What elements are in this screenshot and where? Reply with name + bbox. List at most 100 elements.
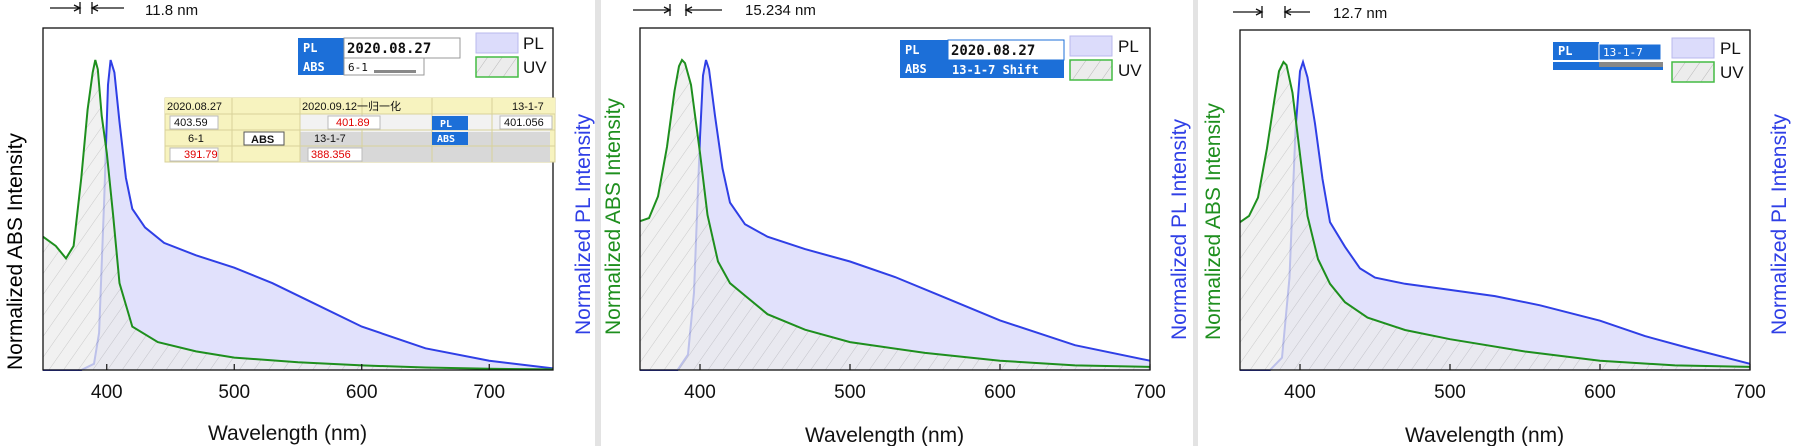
badge-tag	[298, 58, 344, 75]
badge-value: 13-1-7	[1603, 46, 1643, 59]
table-tag-label: PL	[440, 119, 452, 130]
badge-overlay: PL 13-1-7	[1553, 42, 1663, 70]
badge-value-box	[948, 60, 1064, 78]
x-axis-label: Wavelength (nm)	[805, 424, 964, 446]
y-axis-label-abs: Normalized ABS Intensity	[602, 98, 625, 335]
plot-frame	[1239, 29, 1751, 371]
legend-swatch-uv	[1069, 59, 1113, 81]
legend-swatch-uv	[475, 56, 519, 78]
x-tick-label: 400	[91, 382, 123, 403]
table-cell: 391.79	[184, 149, 218, 161]
value-table: 2020.08.27 2020.09.12一归一化 13-1-7 403.59 …	[164, 97, 556, 163]
badge-tag-label: PL	[1558, 44, 1572, 58]
table-cell: 2020.08.27	[167, 101, 222, 113]
badge-value: 13-1-7 Shift	[952, 63, 1039, 77]
legend-swatch-uv	[1671, 61, 1715, 83]
pl-area	[1240, 62, 1750, 370]
plot-frame	[42, 27, 554, 371]
shift-annotation	[1233, 6, 1310, 18]
shift-label: 12.7 nm	[1333, 5, 1387, 22]
legend-swatch-pl	[1671, 37, 1715, 59]
badge-value: 2020.08.27	[951, 43, 1035, 59]
badge-value-box	[1598, 43, 1662, 61]
pl-area	[43, 60, 553, 370]
uv-series-line	[1239, 60, 1751, 368]
legend: PL UV	[475, 32, 547, 78]
table-value-box	[499, 115, 553, 130]
x-axis-label: Wavelength (nm)	[1405, 424, 1564, 446]
uv-series-line	[639, 58, 1151, 368]
plot-area: 400 500 600 700	[639, 58, 1166, 403]
x-tick-label: 500	[218, 382, 250, 403]
badge-tag-label: ABS	[303, 60, 325, 74]
badge-tag	[298, 38, 344, 58]
chart-panel-3: 12.7 nm 400 500 600 700 Normalized PL Inten…	[1168, 5, 1791, 446]
legend: PL UV	[1069, 35, 1142, 81]
y-axis-label-abs: Normalized ABS Intensity	[4, 133, 27, 370]
x-tick-label: 700	[1134, 382, 1166, 403]
legend: PL UV	[1671, 37, 1744, 83]
table-header-row	[165, 98, 555, 114]
table-cell: 401.89	[336, 117, 370, 129]
badge-tag	[1553, 42, 1599, 60]
plot-frame	[639, 27, 1151, 371]
table-value-box	[243, 131, 285, 146]
badge-tag	[900, 60, 948, 78]
x-tick-label: 700	[473, 382, 505, 403]
x-axis-label: Wavelength (nm)	[208, 422, 367, 445]
badge-scroll	[1599, 62, 1663, 67]
table-cell: ABS	[251, 134, 274, 146]
table-tag-pl	[432, 116, 468, 130]
badge-scroll	[374, 70, 416, 73]
table-cell: 401.056	[504, 117, 544, 129]
x-tick-label: 600	[1584, 382, 1616, 403]
y-axis-label-abs: Normalized ABS Intensity	[1202, 103, 1225, 340]
table-tag-abs	[432, 132, 468, 145]
legend-label-pl: PL	[1720, 39, 1741, 58]
shift-annotation	[633, 4, 722, 16]
x-tick-label: 500	[834, 382, 866, 403]
table-value-box	[169, 147, 219, 162]
badge-overlay: PL 2020.08.27 ABS 13-1-7 Shift	[900, 39, 1065, 78]
legend-label-uv: UV	[523, 58, 547, 77]
legend-swatch-pl	[1069, 35, 1113, 57]
plot-area: 400 500 600 700	[1239, 58, 1766, 403]
badge-tag-label: PL	[303, 41, 317, 55]
badge-value: 2020.08.27	[347, 41, 431, 57]
chart-panel-2: 15.234 nm 400 500 600 700 Normalized PL Int…	[572, 2, 1166, 446]
chart-panel-1: 11.8 nm 400 500 600 700 Normalized ABS Inte…	[4, 2, 556, 445]
plot-area: 400 500 600 700	[42, 59, 554, 403]
x-tick-label: 400	[1284, 382, 1316, 403]
y-axis-label-pl-right: Normalized PL Intensity	[1768, 114, 1791, 335]
table-value-box	[169, 115, 219, 130]
table-cell: 403.59	[174, 117, 208, 129]
legend-label-pl: PL	[523, 34, 544, 53]
panel-separator-1	[595, 0, 601, 446]
badge-overlay: PL 2020.08.27 ABS 6-1	[298, 37, 461, 76]
table-cell: 6-1	[188, 133, 204, 145]
table-cell: 13-1-7	[314, 133, 346, 145]
x-tick-label: 600	[984, 382, 1016, 403]
pl-area	[640, 60, 1150, 370]
x-tick-label: 500	[1434, 382, 1466, 403]
x-tick-label: 400	[684, 382, 716, 403]
x-tick-label: 700	[1734, 382, 1766, 403]
shift-label: 11.8 nm	[145, 2, 198, 19]
legend-swatch-pl	[475, 32, 519, 54]
y-axis-label-pl: Normalized PL Intensity	[1168, 119, 1191, 340]
uv-series-line	[42, 59, 554, 371]
badge-value: 6-1	[348, 61, 368, 74]
y-axis-label-pl: Normalized PL Intensity	[572, 114, 595, 335]
uv-area	[43, 60, 553, 370]
table-cell: 388.356	[311, 149, 351, 161]
table-value-box	[307, 147, 363, 162]
badge-tag-label: PL	[905, 43, 919, 57]
uv-area	[1240, 62, 1750, 370]
legend-label-pl: PL	[1118, 37, 1139, 56]
shift-annotation	[50, 2, 124, 14]
table-cell: 13-1-7	[512, 101, 544, 113]
shift-label: 15.234 nm	[745, 2, 816, 19]
table-cell: 2020.09.12一归一化	[302, 99, 401, 113]
badge-tag-label: ABS	[905, 62, 927, 76]
